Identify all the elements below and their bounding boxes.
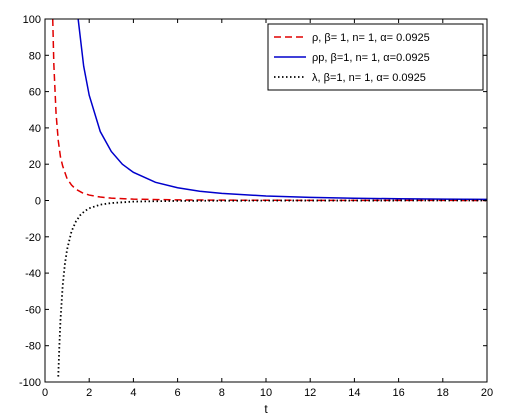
y-tick-label: -20 xyxy=(25,232,41,244)
y-tick-label: 20 xyxy=(29,159,41,171)
y-tick-label: -80 xyxy=(25,341,41,353)
y-tick-label: 100 xyxy=(23,14,41,26)
x-tick-label: 8 xyxy=(219,387,225,399)
y-tick-label: -60 xyxy=(25,304,41,316)
y-tick-label: 40 xyxy=(29,123,41,135)
y-tick-label: -40 xyxy=(25,268,41,280)
x-tick-label: 4 xyxy=(130,387,136,399)
x-tick-label: 20 xyxy=(481,387,493,399)
series-line-2 xyxy=(77,18,488,201)
x-axis-label: t xyxy=(264,402,268,416)
x-tick-label: 14 xyxy=(348,387,360,399)
series-layer xyxy=(51,18,488,377)
y-tick-label: 0 xyxy=(35,196,41,208)
series-line-3 xyxy=(57,199,488,377)
x-tick-label: 10 xyxy=(260,387,272,399)
legend-label-2: ρp, β=1, n= 1, α=0.0925 xyxy=(312,52,430,64)
legend-label-3: λ, β=1, n= 1, α= 0.0925 xyxy=(312,72,426,84)
x-tick-label: 0 xyxy=(42,387,48,399)
x-tick-label: 18 xyxy=(437,387,449,399)
x-tick-label: 6 xyxy=(175,387,181,399)
ticks-layer: 0 2 4 6 8 10 12 14 16 18 20 -100 -80 -60 -40 -20 0 20 40 60… xyxy=(19,14,493,399)
y-tick-label: 60 xyxy=(29,87,41,99)
y-tick-label: 80 xyxy=(29,50,41,62)
y-tick-label: -100 xyxy=(19,377,41,389)
legend-box xyxy=(267,23,484,91)
x-tick-label: 2 xyxy=(86,387,92,399)
legend-label-1: ρ, β= 1, n= 1, α= 0.0925 xyxy=(312,32,430,44)
legend: ρ, β= 1, n= 1, α= 0.0925 ρp, β=1, n= 1, α… xyxy=(267,23,484,91)
x-tick-label: 12 xyxy=(304,387,316,399)
x-tick-label: 16 xyxy=(392,387,404,399)
